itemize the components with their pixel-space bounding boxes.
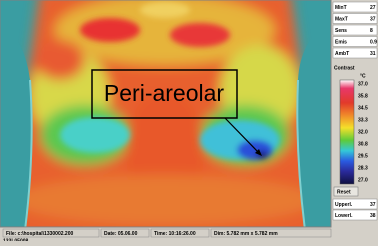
scale-label: 30.8 [358,141,368,147]
row-value: 31 [370,51,376,57]
color-scale [340,80,354,184]
limit-name: Lowerl. [335,213,353,219]
scale-label: 28.3 [358,165,368,171]
row-value: 37 [370,16,376,22]
reset-label[interactable]: Reset [337,189,351,195]
scale-label: 35.8 [358,93,368,99]
annotation-label: Peri-areolar [104,80,224,106]
thermal-image [0,0,331,240]
dim-info: Dim: 5.782 mm x 5.782 mm [214,231,278,237]
scale-label: 37.0 [358,81,368,87]
side-panel: Contrast °C Reset MinT 27 MaxT 37 Sens 8 Emis 0… [332,0,378,227]
file-info: File: c:\hospital\1330002.200 [6,231,73,237]
row-value: 0.9 [370,39,377,45]
time-info: Time: 10:16:26.00 [154,231,196,237]
scale-label: 29.5 [358,153,368,159]
row-value: 27 [370,5,376,11]
screen: Peri-areolar Contrast °C Reset MinT 27 Max… [0,0,378,241]
row-name: Emis [335,39,347,45]
scale-label: 33.3 [358,117,368,123]
row-name: MaxT [335,16,348,22]
status-bar: File: c:\hospital\1330002.200 Date: 05.0… [0,228,378,241]
scale-label: 27.0 [358,177,368,183]
scale-label: 32.0 [358,129,368,135]
date-info: Date: 05.06.00 [104,231,138,237]
row-value: 8 [370,28,373,34]
scale-label: 34.5 [358,105,368,111]
row-name: Sens [335,28,347,34]
limit-value: 38 [370,213,376,219]
unit-label: °C [360,73,366,79]
limit-name: Upperl. [335,202,353,208]
row-name: MinT [335,5,347,11]
contrast-label: Contrast [334,65,355,71]
limit-value: 37 [370,202,376,208]
row-name: AmbT [335,51,349,57]
